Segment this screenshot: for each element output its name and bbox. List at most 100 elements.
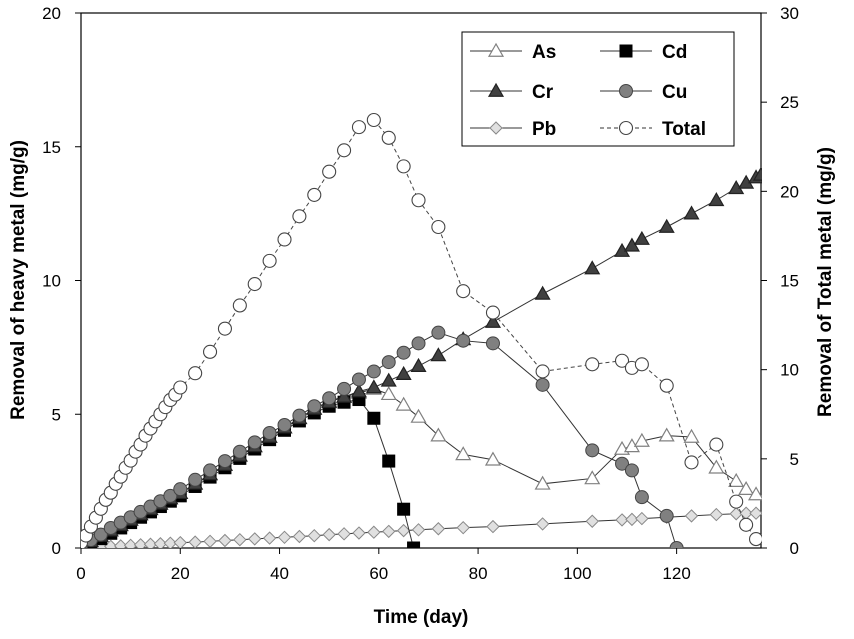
data-point-pb bbox=[352, 526, 366, 540]
data-point-pb bbox=[615, 513, 629, 527]
y-tick-label: 15 bbox=[42, 138, 61, 157]
x-axis: 0 20 40 60 80 100 120 bbox=[76, 548, 691, 583]
legend-item-total: Total bbox=[600, 119, 706, 140]
data-point-cr bbox=[584, 260, 601, 275]
data-point-total bbox=[748, 532, 762, 547]
data-point-pb bbox=[307, 528, 321, 543]
data-point-cr bbox=[336, 388, 353, 403]
data-point-total bbox=[337, 143, 352, 158]
data-point-cu bbox=[411, 336, 426, 351]
data-point-total bbox=[411, 193, 426, 208]
data-point-as bbox=[455, 446, 472, 461]
x-tick-label: 20 bbox=[171, 564, 190, 583]
legend-marker-pb bbox=[489, 121, 503, 135]
data-point-cr bbox=[350, 383, 367, 398]
data-point-total bbox=[709, 437, 724, 452]
data-point-pb bbox=[635, 511, 649, 526]
legend-item-cd: Cd bbox=[600, 42, 687, 63]
data-point-cu bbox=[366, 364, 381, 379]
data-point-as bbox=[430, 427, 447, 442]
data-point-as bbox=[738, 480, 755, 495]
data-point-cr bbox=[534, 285, 551, 300]
data-point-total bbox=[247, 277, 262, 292]
data-point-cu bbox=[307, 399, 322, 414]
y2-tick-label: 15 bbox=[780, 272, 799, 291]
data-point-pb bbox=[486, 519, 500, 534]
legend-item-pb: Pb bbox=[470, 119, 556, 140]
data-point-pb bbox=[382, 524, 396, 539]
data-point-as bbox=[534, 475, 551, 490]
data-point-total bbox=[307, 187, 322, 202]
data-point-cu bbox=[247, 435, 262, 450]
data-point-cr bbox=[683, 205, 700, 220]
y2-tick-label: 20 bbox=[780, 182, 799, 201]
data-point-total bbox=[173, 380, 188, 395]
legend-label: Cd bbox=[662, 42, 687, 63]
data-point-total bbox=[351, 120, 367, 135]
y2-axis-title: Removal of Total metal (mg/g) bbox=[815, 147, 836, 417]
data-point-cu bbox=[163, 488, 178, 503]
data-point-cu bbox=[292, 408, 307, 423]
data-point-cr bbox=[658, 218, 675, 233]
data-point-total bbox=[585, 357, 600, 372]
data-point-pb bbox=[218, 533, 232, 548]
data-point-pb bbox=[585, 514, 599, 528]
data-point-as bbox=[410, 408, 427, 423]
data-point-total bbox=[456, 284, 471, 299]
data-point-cu bbox=[203, 463, 218, 478]
data-point-cr bbox=[633, 230, 650, 245]
data-point-total bbox=[322, 164, 337, 179]
x-tick-label: 120 bbox=[662, 564, 690, 583]
data-point-cu bbox=[456, 333, 471, 348]
data-point-cr bbox=[365, 379, 382, 394]
data-point-pb bbox=[143, 537, 158, 548]
x-tick-label: 0 bbox=[76, 564, 85, 583]
data-point-pb bbox=[114, 539, 128, 548]
data-point-cu bbox=[322, 391, 337, 406]
data-point-pb bbox=[133, 538, 148, 548]
data-point-pb bbox=[431, 522, 446, 536]
data-point-pb bbox=[153, 537, 168, 548]
legend-label: As bbox=[532, 42, 556, 63]
legend-marker-as bbox=[487, 42, 505, 57]
data-point-total bbox=[659, 378, 674, 393]
data-point-pb bbox=[749, 506, 762, 520]
data-point-cu bbox=[431, 325, 446, 340]
data-point-total bbox=[262, 253, 277, 268]
data-point-pb bbox=[123, 538, 138, 548]
data-point-total bbox=[729, 494, 744, 509]
data-point-pb bbox=[709, 507, 724, 522]
series-layer bbox=[81, 112, 762, 548]
y2-tick-label: 30 bbox=[780, 4, 799, 23]
data-point-cr bbox=[752, 166, 762, 181]
data-point-pb bbox=[188, 535, 202, 548]
data-point-total bbox=[366, 112, 381, 128]
y-axis: 0 5 10 15 20 bbox=[42, 4, 81, 558]
x-tick-label: 80 bbox=[469, 564, 488, 583]
data-point-cu bbox=[659, 508, 674, 523]
data-point-as bbox=[748, 486, 762, 501]
data-point-total bbox=[188, 366, 203, 381]
x-tick-label: 60 bbox=[369, 564, 388, 583]
y-tick-label: 10 bbox=[42, 272, 61, 291]
legend-marker-cd bbox=[619, 44, 633, 58]
data-point-cu bbox=[669, 541, 684, 548]
data-point-cd bbox=[407, 541, 421, 548]
y-tick-label: 0 bbox=[52, 539, 61, 558]
data-point-cu bbox=[615, 456, 630, 471]
x-axis-title: Time (day) bbox=[374, 607, 469, 628]
data-point-total bbox=[381, 130, 396, 145]
data-point-as bbox=[683, 428, 700, 443]
data-point-cu bbox=[262, 425, 277, 440]
data-point-cu bbox=[232, 444, 247, 459]
data-point-cu bbox=[277, 417, 292, 432]
y2-tick-label: 25 bbox=[780, 93, 799, 112]
legend-label: Total bbox=[662, 119, 706, 140]
legend-label: Cr bbox=[532, 82, 554, 103]
data-point-total bbox=[739, 517, 754, 532]
series-pb bbox=[81, 506, 762, 548]
data-point-total bbox=[232, 298, 247, 313]
data-point-pb bbox=[233, 533, 247, 547]
y2-tick-label: 10 bbox=[780, 361, 799, 380]
legend: As Cd Cr Cu Pb Total bbox=[461, 31, 735, 147]
